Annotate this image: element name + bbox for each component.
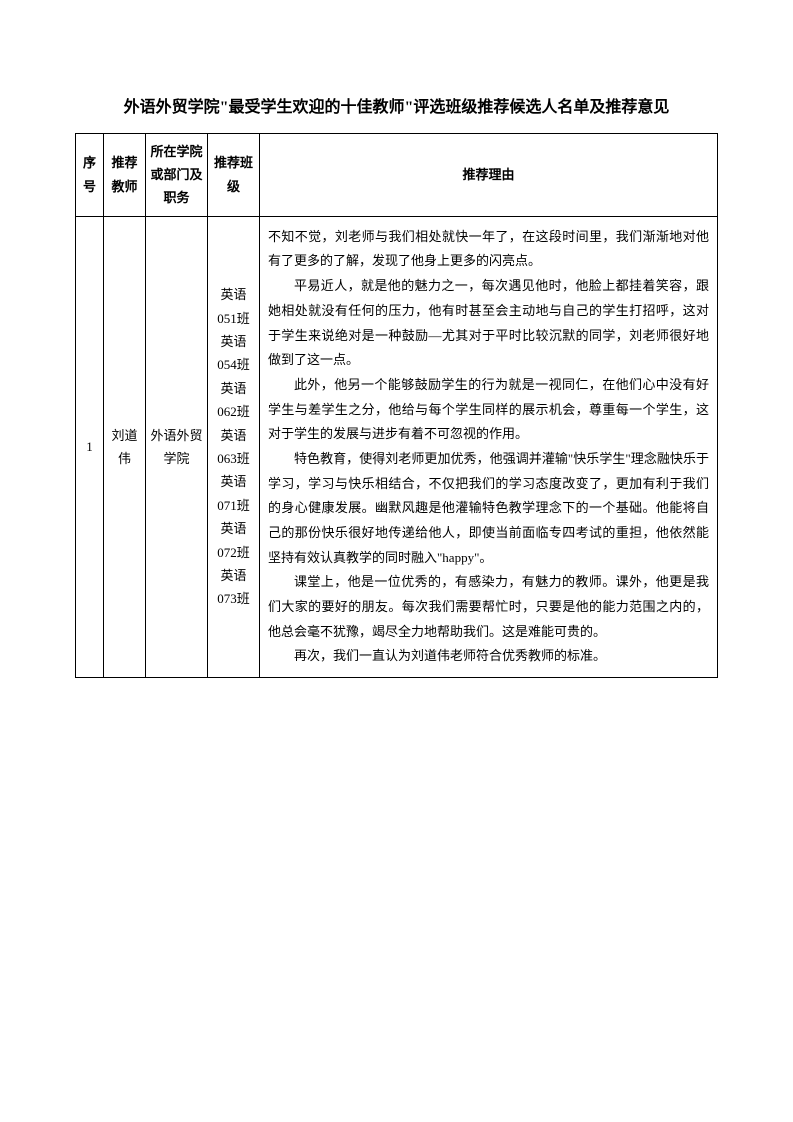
header-teacher: 推荐教师 — [104, 133, 146, 216]
cell-num: 1 — [76, 216, 104, 677]
class-item: 073班 — [217, 591, 250, 606]
class-item: 051班 — [217, 311, 250, 326]
reason-paragraph: 特色教育，使得刘老师更加优秀，他强调并灌输"快乐学生"理念融快乐于学习，学习与快… — [268, 447, 709, 570]
class-item: 英语 — [220, 474, 246, 489]
reason-paragraph: 平易近人，就是他的魅力之一，每次遇见他时，他脸上都挂着笑容，跟她相处就没有任何的… — [268, 274, 709, 373]
class-item: 英语 — [220, 287, 246, 302]
recommendation-table: 序号 推荐教师 所在学院或部门及职务 推荐班级 推荐理由 1 刘道伟 外语外贸学… — [75, 133, 718, 679]
class-item: 英语 — [220, 568, 246, 583]
header-reason: 推荐理由 — [260, 133, 718, 216]
table-row: 1 刘道伟 外语外贸学院 英语 051班 英语 054班 英语 062班 英语 … — [76, 216, 718, 677]
class-item: 054班 — [217, 357, 250, 372]
class-item: 063班 — [217, 451, 250, 466]
class-item: 072班 — [217, 545, 250, 560]
reason-paragraph: 再次，我们一直认为刘道伟老师符合优秀教师的标准。 — [268, 644, 709, 669]
reason-paragraph: 课堂上，他是一位优秀的，有感染力，有魅力的教师。课外，他更是我们大家的要好的朋友… — [268, 570, 709, 644]
header-dept: 所在学院或部门及职务 — [146, 133, 208, 216]
header-num: 序号 — [76, 133, 104, 216]
class-item: 英语 — [220, 334, 246, 349]
class-item: 062班 — [217, 404, 250, 419]
cell-dept: 外语外贸学院 — [146, 216, 208, 677]
class-item: 英语 — [220, 521, 246, 536]
reason-paragraph: 不知不觉，刘老师与我们相处就快一年了，在这段时间里，我们渐渐地对他有了更多的了解… — [268, 225, 709, 274]
cell-classes: 英语 051班 英语 054班 英语 062班 英语 063班 英语 071班 … — [208, 216, 260, 677]
class-item: 071班 — [217, 498, 250, 513]
cell-reason: 不知不觉，刘老师与我们相处就快一年了，在这段时间里，我们渐渐地对他有了更多的了解… — [260, 216, 718, 677]
reason-paragraph: 此外，他另一个能够鼓励学生的行为就是一视同仁，在他们心中没有好学生与差学生之分，… — [268, 373, 709, 447]
cell-teacher: 刘道伟 — [104, 216, 146, 677]
table-header-row: 序号 推荐教师 所在学院或部门及职务 推荐班级 推荐理由 — [76, 133, 718, 216]
class-item: 英语 — [220, 428, 246, 443]
header-class: 推荐班级 — [208, 133, 260, 216]
class-item: 英语 — [220, 381, 246, 396]
document-title: 外语外贸学院"最受学生欢迎的十佳教师"评选班级推荐候选人名单及推荐意见 — [75, 95, 718, 121]
